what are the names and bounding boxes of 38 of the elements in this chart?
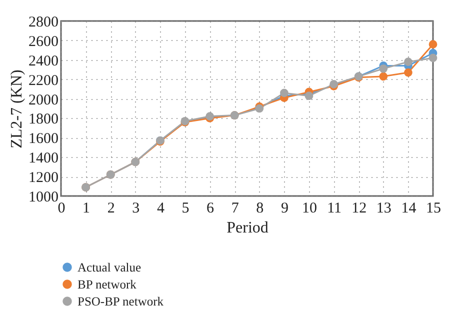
x-tick-label: 0 — [58, 200, 66, 216]
y-tick-label: 2800 — [28, 14, 58, 30]
y-tick-label: 2000 — [28, 92, 58, 108]
x-tick-label: 4 — [156, 200, 165, 216]
x-tick-label: 10 — [302, 200, 317, 216]
y-axis-title: ZL2-7 (KN) — [8, 70, 26, 148]
x-tick-label: 14 — [401, 200, 417, 216]
y-tick-label: 1400 — [28, 150, 58, 167]
y-tick-label: 1800 — [28, 112, 58, 128]
point — [404, 68, 412, 77]
y-tick-label: 2600 — [28, 34, 58, 50]
legend-label: Actual value — [78, 260, 142, 274]
y-tick-label: 1200 — [28, 170, 58, 186]
x-tick-label: 6 — [206, 200, 215, 216]
x-tick-label: 12 — [352, 200, 367, 216]
point — [428, 54, 438, 62]
x-tick-label: 8 — [256, 200, 264, 216]
y-tick-label: 2400 — [28, 53, 58, 70]
y-tick-label: 1600 — [28, 131, 58, 148]
x-tick-label: 15 — [426, 200, 441, 216]
point — [280, 88, 288, 98]
x-tick-label: 9 — [280, 200, 288, 216]
x-tick-label: 2 — [107, 200, 115, 216]
x-axis-title: Period — [226, 220, 268, 236]
legend-label: PSO-BP network — [78, 294, 164, 308]
y-tick-label: 1000 — [28, 190, 58, 206]
legend-label: BP network — [78, 277, 138, 292]
x-tick-label: 13 — [376, 200, 392, 216]
y-tick-label: 2200 — [28, 72, 58, 89]
point — [404, 58, 412, 66]
x-tick-label: 7 — [231, 200, 240, 216]
x-tick-label: 3 — [132, 200, 140, 216]
point — [428, 40, 438, 49]
point — [379, 64, 388, 73]
x-tick-label: 1 — [82, 200, 90, 216]
point — [379, 72, 388, 81]
x-tick-label: 11 — [327, 200, 342, 216]
x-tick-label: 5 — [182, 200, 190, 216]
